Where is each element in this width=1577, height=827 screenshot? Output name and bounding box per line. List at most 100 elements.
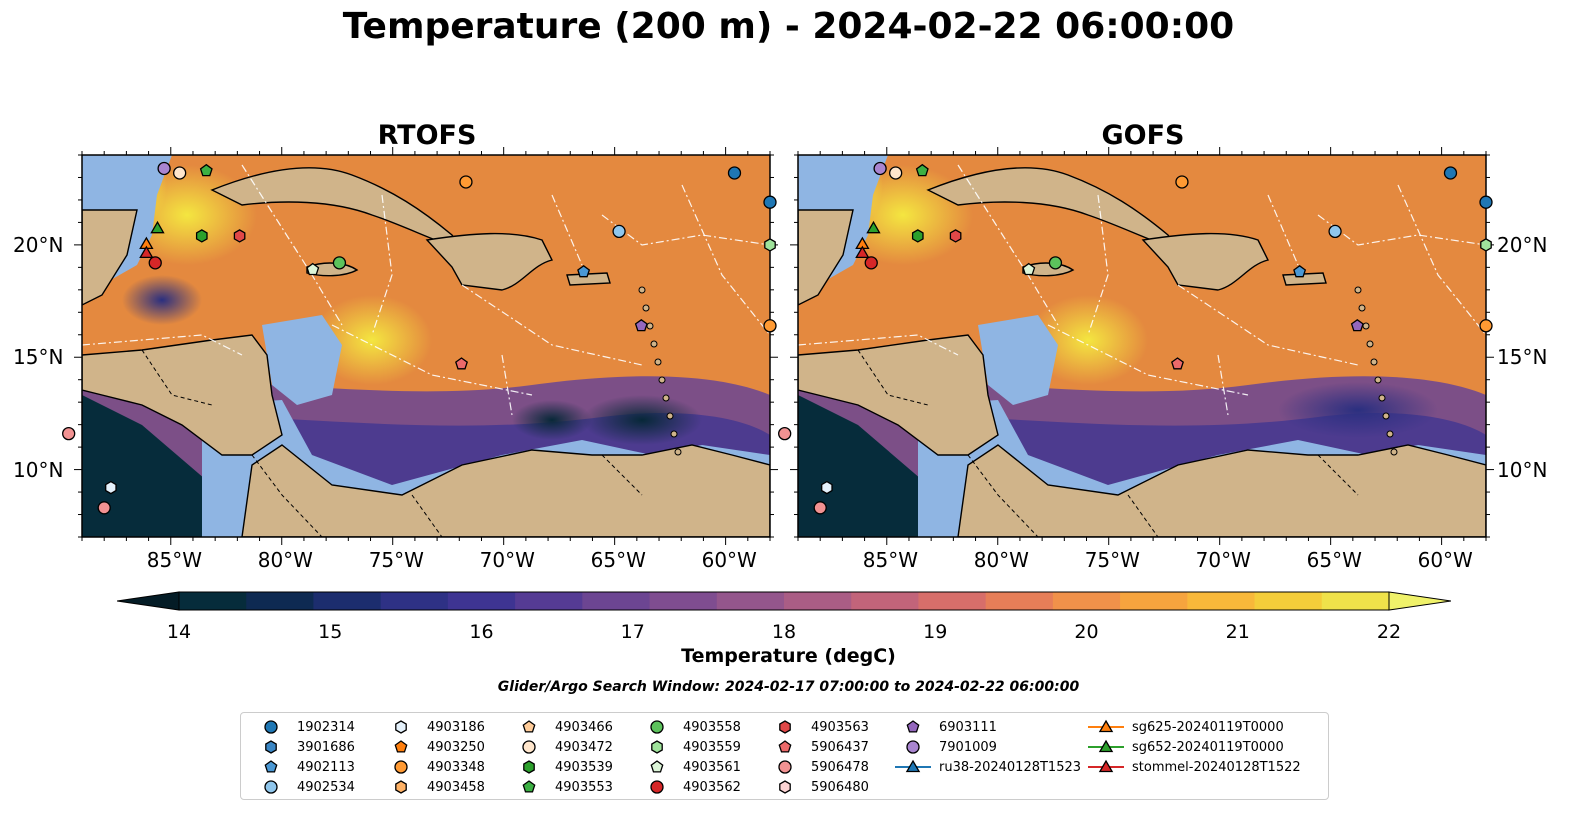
legend-hexagon-icon <box>395 780 407 794</box>
float-marker-4903563 <box>233 229 246 243</box>
legend-marker-icon <box>395 720 407 734</box>
float-marker-4903553 <box>199 163 213 177</box>
lat-tick-label-right: 20°N <box>1497 232 1548 257</box>
legend-item: 4903539 <box>509 757 613 777</box>
land-lesser-antilles <box>1366 340 1374 348</box>
legend-pentagon-icon <box>264 760 278 773</box>
legend-triangle-icon <box>1098 739 1114 753</box>
float-marker-5906437 <box>455 357 468 370</box>
lat-tick-label-left: 20°N <box>13 232 64 257</box>
cold-eddy <box>1278 382 1438 438</box>
land-lesser-antilles <box>1358 304 1366 312</box>
land-lesser-antilles <box>638 286 646 294</box>
float-marker-4903472 <box>173 166 187 180</box>
legend-marker-icon <box>522 720 536 733</box>
float-marker-4903559 <box>1480 238 1492 252</box>
float-marker-4903558 <box>332 256 347 270</box>
land-lesser-antilles <box>646 322 654 330</box>
figure-title: Temperature (200 m) - 2024-02-22 06:00:0… <box>342 6 1235 47</box>
eez-boundary <box>1267 194 1299 266</box>
colorbar-segment <box>515 592 583 610</box>
legend-marker-icon <box>1088 719 1124 733</box>
legend-hexagon-icon <box>395 720 407 734</box>
legend-marker-icon <box>265 740 277 754</box>
lon-tick-label: 70°W <box>479 548 535 572</box>
legend-pentagon-icon <box>394 740 408 753</box>
legend-label: ru38-20240128T1523 <box>939 759 1082 775</box>
colorbar-segment <box>246 592 314 610</box>
legend-label: 4903466 <box>555 719 613 735</box>
legend-item: 4903466 <box>509 717 613 737</box>
colorbar-tick-label: 19 <box>923 621 948 643</box>
colorbar-tick-label: 18 <box>771 621 797 643</box>
legend-pentagon-icon <box>778 740 792 753</box>
legend-pentagon-icon <box>650 760 664 773</box>
legend-marker-icon <box>1088 739 1124 753</box>
legend-item: stommel-20240128T1522 <box>1086 757 1301 777</box>
legend-circle-icon <box>650 780 664 794</box>
panel-title-rtofs: RTOFS <box>377 120 477 151</box>
legend-label: 1902314 <box>297 719 355 735</box>
eez-boundary <box>551 194 583 266</box>
legend-marker-icon <box>651 740 663 754</box>
legend-item: 4903472 <box>509 737 613 757</box>
legend-item: 4903558 <box>637 717 741 737</box>
legend-pentagon-icon <box>522 780 536 793</box>
search-window-text: Glider/Argo Search Window: 2024-02-17 07… <box>497 679 1080 695</box>
lon-tick-label: 60°W <box>1417 548 1473 572</box>
legend-hexagon-icon <box>779 720 791 734</box>
eez-boundary <box>501 354 513 416</box>
float-marker-1902314 <box>1479 195 1493 209</box>
eez-boundary <box>1087 194 1109 336</box>
legend-label: 4903561 <box>683 759 741 775</box>
colorbar-segment <box>179 592 247 610</box>
eez-boundary <box>461 284 643 366</box>
legend-item: 5906478 <box>765 757 869 777</box>
float-marker-4903539 <box>195 229 208 243</box>
land-hispaniola <box>425 232 554 291</box>
land-south-america <box>957 444 1486 537</box>
float-marker-4903539 <box>911 229 924 243</box>
legend-label: 4903558 <box>683 719 741 735</box>
legend-item: 5906480 <box>765 777 869 797</box>
legend-item: 1902314 <box>251 717 355 737</box>
land-lesser-antilles <box>1382 412 1390 420</box>
legend-circle-icon <box>650 720 664 734</box>
legend-item: ru38-20240128T1523 <box>893 757 1081 777</box>
eez-boundary <box>1047 324 1249 396</box>
colorbar-tick-label: 16 <box>469 621 494 643</box>
float-marker-4903561 <box>306 262 320 276</box>
eez-boundary <box>681 184 770 336</box>
colorbar-tick-label: 14 <box>166 621 192 643</box>
colorbar-label: Temperature (degC) <box>681 645 896 667</box>
colorbar-segment <box>447 592 516 610</box>
lat-tick-label-left: 10°N <box>13 457 64 482</box>
legend-marker-icon <box>650 720 664 734</box>
colorbar-segment <box>716 592 785 610</box>
eez-boundary <box>331 324 533 396</box>
legend-circle-icon <box>264 780 278 794</box>
float-marker-5906478 <box>813 501 827 515</box>
land-lesser-antilles <box>674 448 682 456</box>
land-lesser-antilles <box>1362 322 1370 330</box>
land-lesser-antilles <box>642 304 650 312</box>
legend-circle-icon <box>264 720 278 734</box>
float-marker-4903563 <box>949 229 962 243</box>
eez-boundary <box>1397 184 1486 336</box>
legend-label: 3901686 <box>297 739 355 755</box>
legend-label: sg625-20240119T0000 <box>1132 719 1284 735</box>
colorbar-segment <box>851 592 919 610</box>
float-marker-7901009 <box>157 161 171 176</box>
glider-marker-sg652-20240119T0000 <box>866 220 881 234</box>
glider-marker-stommel-20240128T1522 <box>855 245 870 259</box>
colorbar-under-arrow <box>117 591 180 611</box>
legend-item: 4902113 <box>251 757 355 777</box>
float-marker-4903186 <box>105 480 117 495</box>
legend-label: 4903472 <box>555 739 613 755</box>
float-marker-4902534 <box>612 224 626 239</box>
lon-tick-label: 75°W <box>1084 548 1140 572</box>
land-lesser-antilles <box>1378 394 1386 402</box>
colorbar-segment <box>985 592 1054 610</box>
legend-label: 6903111 <box>939 719 997 735</box>
legend-label: 5906478 <box>811 759 869 775</box>
